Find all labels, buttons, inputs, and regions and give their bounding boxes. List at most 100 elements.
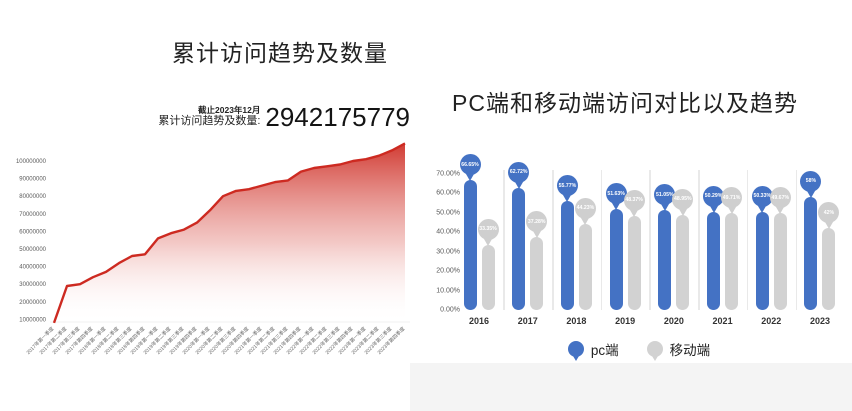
- mobile-value-label: 49.71%: [722, 194, 741, 201]
- balloon-tail-icon: [709, 205, 718, 213]
- cumulative-total-label: 累计访问趋势及数量:: [158, 115, 261, 128]
- y-axis-label: 40000000: [19, 265, 46, 271]
- mobile-balloon: 49.67%: [769, 187, 791, 215]
- pc-balloon: 50.33%: [751, 185, 773, 213]
- mobile-bar: [627, 215, 641, 310]
- area-chart-svg: 100000000 90000000 80000000 70000000 6000000…: [16, 142, 410, 356]
- pc-value-label: 62.72%: [509, 169, 528, 176]
- mobile-bar: [773, 213, 787, 310]
- balloon-tail-icon: [678, 208, 687, 216]
- legend-label: 移动端: [669, 343, 711, 358]
- mobile-value-label: 49.67%: [771, 194, 790, 201]
- year-label: 2016: [468, 316, 490, 326]
- pc-balloon: 50.29%: [703, 185, 725, 213]
- balloon-tail-icon: [466, 174, 474, 182]
- mobile-value-label: 48.95%: [674, 196, 692, 203]
- year-label: 2020: [663, 316, 684, 326]
- mobile-bar: [725, 213, 739, 310]
- mobile-balloon: 33.35%: [477, 218, 499, 246]
- mobile-bar: [822, 228, 836, 310]
- y-axis-label: 90000000: [19, 177, 46, 183]
- cumulative-stat-labels: 截止2023年12月 累计访问趋势及数量:: [158, 105, 260, 129]
- year-label: 2023: [809, 316, 830, 326]
- group-divider: [698, 170, 700, 310]
- pc-bar: [512, 187, 526, 310]
- pc-value-label: 58%: [805, 178, 817, 185]
- year-label: 2022: [761, 316, 782, 326]
- y-axis-label: 100000000: [16, 159, 47, 165]
- balloon-tail-icon: [532, 231, 541, 239]
- right-chart-title: PC端和移动端访问对比以及趋势: [452, 90, 798, 116]
- pc-balloon: 62.72%: [508, 161, 530, 189]
- mobile-value-label: 44.23%: [576, 205, 595, 212]
- mobile-value-label: 37.28%: [527, 218, 546, 225]
- y-axis-label: 30.00%: [436, 248, 460, 255]
- y-axis-label: 10.00%: [436, 287, 460, 294]
- pc-value-label: 66.65%: [461, 161, 479, 168]
- area-series-line: [52, 142, 406, 324]
- pc-bar: [609, 209, 623, 310]
- group-divider: [552, 170, 554, 310]
- year-label: 2017: [517, 316, 538, 326]
- balloon-tail-icon: [776, 207, 785, 215]
- mobile-value-label: 42%: [823, 209, 835, 216]
- pc-bar: [755, 211, 769, 310]
- group-divider: [649, 170, 651, 310]
- y-axis-label: 10000000: [19, 317, 46, 323]
- balloon-tail-icon: [581, 217, 590, 225]
- y-axis-label: 60000000: [19, 229, 46, 235]
- mobile-balloon: 48.37%: [623, 189, 645, 217]
- y-axis-label: 30000000: [19, 282, 46, 288]
- legend-label: pc端: [590, 343, 619, 358]
- pc-bar: [804, 196, 818, 310]
- cumulative-as-of: 截止2023年12月: [198, 105, 261, 116]
- y-axis-label: 80000000: [19, 194, 46, 200]
- pc-value-label: 50.33%: [753, 193, 772, 200]
- y-axis-label: 70.00%: [436, 170, 460, 177]
- y-axis-label: 20000000: [19, 300, 46, 306]
- mobile-balloon: 42%: [818, 202, 840, 230]
- pc-balloon: 55.77%: [556, 175, 578, 203]
- balloon-tail-icon: [660, 204, 669, 212]
- mobile-bar: [676, 214, 690, 310]
- group-divider: [795, 170, 798, 310]
- mobile-value-label: 48.37%: [625, 197, 643, 204]
- legend: pc端 移动端: [426, 337, 852, 361]
- balloon-tail-icon: [612, 203, 621, 211]
- balloon-tail-icon: [630, 209, 639, 217]
- mobile-balloon: 48.95%: [672, 188, 694, 216]
- y-axis-label: 20.00%: [436, 267, 460, 275]
- balloon-tail-icon: [484, 238, 492, 246]
- legend-item-pc: pc端: [567, 339, 619, 361]
- mobile-balloon: 37.28%: [526, 211, 548, 239]
- mobile-bar: [530, 237, 544, 310]
- pc-value-label: 51.05%: [656, 191, 674, 198]
- year-label: 2018: [566, 316, 587, 326]
- balloon-icon: [567, 341, 584, 361]
- pc-value-label: 50.29%: [704, 193, 723, 200]
- y-axis-label: 0.00%: [440, 306, 460, 314]
- group-divider: [600, 170, 603, 310]
- mobile-balloon: 49.71%: [721, 187, 743, 215]
- pc-bar: [463, 180, 477, 310]
- y-axis-label: 50000000: [19, 247, 46, 253]
- balloon-tail-icon: [727, 207, 736, 215]
- pc-bar: [658, 210, 672, 310]
- cumulative-area-chart: 100000000 90000000 80000000 70000000 6000000…: [0, 128, 420, 383]
- balloon-tail-icon: [563, 195, 572, 203]
- mobile-value-label: 33.35%: [479, 226, 497, 233]
- group-divider: [746, 170, 749, 310]
- area-series-fill: [54, 143, 405, 323]
- pc-bar: [707, 211, 721, 310]
- y-axis-label: 40.00%: [436, 228, 460, 236]
- y-axis-label: 50.00%: [436, 209, 460, 216]
- mobile-bar: [481, 244, 495, 310]
- balloon-tail-icon: [514, 181, 523, 189]
- balloon-tail-icon: [758, 205, 767, 213]
- pc-balloon: 58%: [800, 170, 822, 198]
- balloon-tail-icon: [824, 222, 833, 230]
- group-divider: [503, 170, 505, 310]
- pc-balloon: 51.05%: [654, 184, 676, 212]
- pc-mobile-lollipop-chart: 0.00% 10.00% 20.00% 30.00% 40.00% 50.00% 60.00…: [426, 154, 852, 335]
- footer-band: [410, 363, 852, 411]
